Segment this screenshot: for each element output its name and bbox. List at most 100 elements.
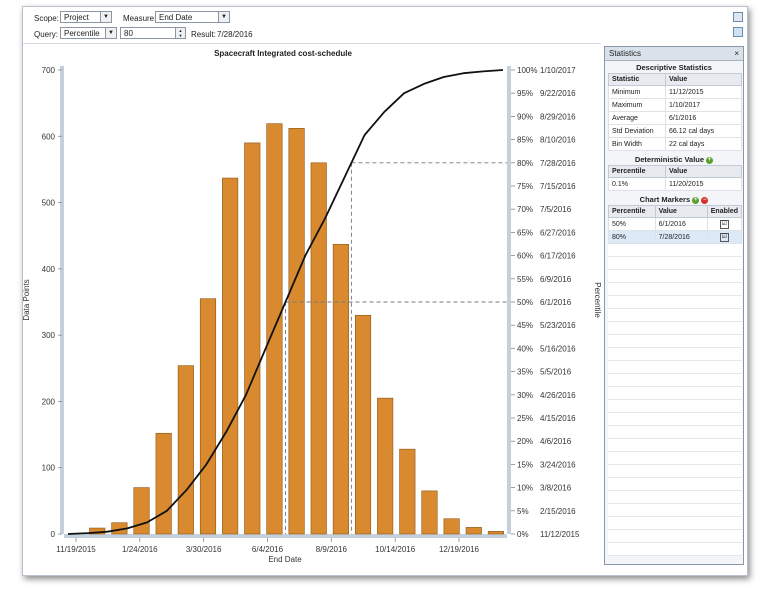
scope-label: Scope: [34,14,59,23]
right-tick-percent: 75% [517,182,533,191]
table-row[interactable]: Minimum 11/12/2015 [608,85,742,99]
column-header[interactable]: Enabled [706,205,743,218]
empty-row [608,309,742,322]
y-tick-label: 700 [42,66,56,75]
right-tick-date: 6/9/2016 [540,275,572,284]
table-row[interactable]: Maximum 1/10/2017 [608,98,742,112]
y-tick-label: 200 [42,397,56,406]
percentile-markers [285,162,507,534]
empty-grid-rows [608,244,742,556]
right-tick-date: 5/5/2016 [540,368,572,377]
right-tick-date: 7/28/2016 [540,159,576,168]
query-input-value: 80 [124,29,133,38]
right-tick-date: 3/8/2016 [540,484,572,493]
right-tick-percent: 65% [517,228,533,237]
right-tick-date: 9/22/2016 [540,89,576,98]
column-header[interactable]: Value [654,205,708,218]
chart-markers-table: Percentile Value Enabled 50% 6/1/2016 ☑ 80… [608,205,743,244]
x-tick-label: 10/14/2016 [375,545,416,554]
statistics-panel-icon[interactable] [733,27,743,37]
table-row[interactable]: Std Deviation 66.12 cal days [608,124,742,138]
chart-markers-title: Chart Markers [639,195,691,204]
x-tick-label: 6/4/2016 [252,545,284,554]
empty-row [608,283,742,296]
y-axis-label: Data Points [23,279,31,320]
cell-statistic: Minimum [608,85,666,99]
bar [133,487,150,535]
cell-statistic: Std Deviation [608,124,666,138]
bar [443,518,460,535]
scope-value: Project [64,13,89,22]
empty-row [608,465,742,478]
cell-value: 11/12/2015 [665,85,742,99]
right-tick-percent: 25% [517,414,533,423]
column-header[interactable]: Value [665,165,742,178]
right-tick-date: 4/15/2016 [540,414,576,423]
query-value-input[interactable]: 80 ▲ ▼ [120,27,186,39]
deterministic-value-title: Deterministic Value [634,155,705,164]
cell-value: 1/10/2017 [665,98,742,112]
cell-value: 22 cal days [665,137,742,151]
bar [155,432,172,535]
right-tick-date: 1/10/2017 [540,66,576,75]
bar [332,244,349,535]
add-icon[interactable]: + [706,156,714,164]
right-tick-percent: 50% [517,298,533,307]
right-tick-date: 6/27/2016 [540,228,576,237]
histogram-chart: Spacecraft Integrated cost-schedule 0 100… [23,43,601,566]
column-header[interactable]: Percentile [608,165,666,178]
bar [377,397,394,535]
measure-label: Measure: [123,14,157,23]
add-icon[interactable]: + [692,196,700,204]
enabled-checkbox[interactable]: ☑ [719,232,729,242]
secondary-y-axis: 0% 11/12/2015 5% 2/15/2016 10% 3/8/2016 15% 3/2… [511,66,580,539]
scope-dropdown[interactable]: Project ▼ [60,11,112,23]
query-label: Query: [34,30,59,39]
x-axis: 11/19/2015 1/24/2016 3/30/2016 6/4/2016 8/9/… [56,538,480,554]
chart-title: Spacecraft Integrated cost-schedule [214,49,352,58]
spinner-icon[interactable]: ▲ ▼ [175,28,185,38]
close-icon[interactable]: × [734,49,739,58]
column-header[interactable]: Value [665,73,742,86]
enabled-checkbox[interactable]: ☑ [719,219,729,229]
measure-dropdown[interactable]: End Date ▼ [155,11,230,23]
cell-value: 6/1/2016 [654,217,708,231]
empty-row [608,530,742,543]
right-tick-date: 4/26/2016 [540,391,576,400]
remove-icon[interactable]: − [701,196,709,204]
y-tick-label: 600 [42,132,56,141]
empty-row [608,335,742,348]
right-tick-percent: 100% [517,66,537,75]
query-dropdown[interactable]: Percentile ▼ [60,27,117,39]
bar [244,142,261,535]
bar [288,128,305,535]
deterministic-value-section: Deterministic Value + [605,155,743,165]
table-row[interactable]: Bin Width 22 cal days [608,137,742,151]
right-tick-percent: 85% [517,136,533,145]
empty-row [608,244,742,257]
empty-row [608,296,742,309]
left-axis-strip [60,66,64,534]
y-tick-label: 400 [42,265,56,274]
empty-row [608,517,742,530]
column-header[interactable]: Statistic [608,73,666,86]
table-row[interactable]: Average 6/1/2016 [608,111,742,125]
empty-row [608,348,742,361]
chart-options-icon[interactable] [733,12,743,22]
right-tick-date: 7/5/2016 [540,205,572,214]
right-tick-percent: 10% [517,484,533,493]
table-row[interactable]: 0.1% 11/20/2015 [608,177,742,191]
table-row[interactable]: 50% 6/1/2016 ☑ [608,217,743,231]
bar [310,162,327,535]
empty-row [608,400,742,413]
chart-markers-section: Chart Markers + − [605,195,743,205]
table-row[interactable]: 80% 7/28/2016 ☑ [608,230,743,244]
empty-row [608,491,742,504]
empty-row [608,413,742,426]
bar [177,365,194,535]
query-value: Percentile [64,29,100,38]
column-header[interactable]: Percentile [608,205,656,218]
bar [487,531,504,535]
right-tick-date: 5/23/2016 [540,321,576,330]
right-tick-percent: 80% [517,159,533,168]
